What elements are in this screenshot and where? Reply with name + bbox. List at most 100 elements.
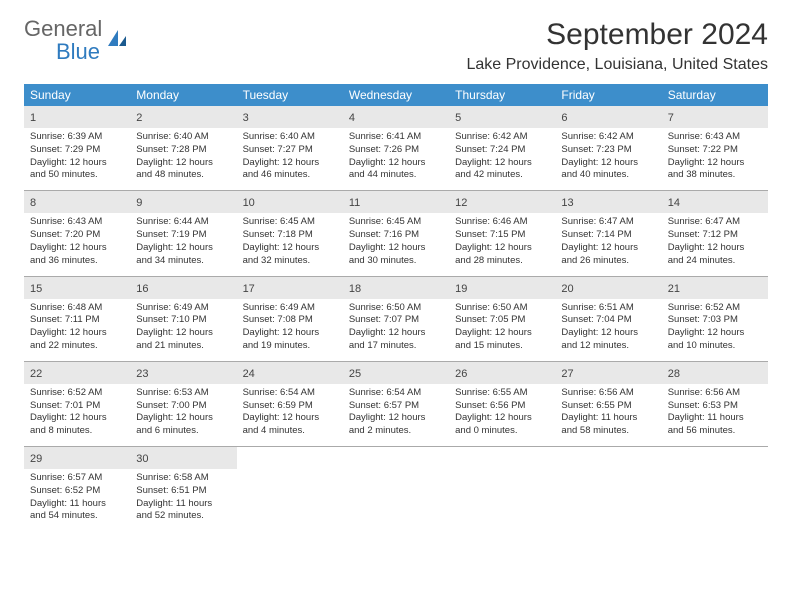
sunrise-text: Sunrise: 6:52 AM [668,302,762,315]
calendar-cell: 14Sunrise: 6:47 AMSunset: 7:12 PMDayligh… [662,191,768,275]
day-number: 1 [30,112,36,124]
calendar-cell: 5Sunrise: 6:42 AMSunset: 7:24 PMDaylight… [449,106,555,190]
sunset-text: Sunset: 7:01 PM [30,400,124,413]
day-number: 24 [243,368,255,380]
daylight-text: and 10 minutes. [668,340,762,353]
sunrise-text: Sunrise: 6:49 AM [243,302,337,315]
title-block: September 2024 Lake Providence, Louisian… [466,18,768,74]
daylight-text: and 46 minutes. [243,169,337,182]
daylight-text: Daylight: 12 hours [30,412,124,425]
day-number-row: 28 [662,362,768,384]
sunrise-text: Sunrise: 6:52 AM [30,387,124,400]
daylight-text: Daylight: 12 hours [668,242,762,255]
page-header: General Blue September 2024 Lake Provide… [24,18,768,74]
calendar-cell: 6Sunrise: 6:42 AMSunset: 7:23 PMDaylight… [555,106,661,190]
daylight-text: Daylight: 12 hours [455,327,549,340]
day-number: 16 [136,283,148,295]
sunrise-text: Sunrise: 6:51 AM [561,302,655,315]
day-number-row: 13 [555,191,661,213]
sunset-text: Sunset: 7:19 PM [136,229,230,242]
day-header: Thursday [449,84,555,106]
daylight-text: Daylight: 12 hours [243,157,337,170]
day-number: 22 [30,368,42,380]
daylight-text: and 12 minutes. [561,340,655,353]
calendar-week: 1Sunrise: 6:39 AMSunset: 7:29 PMDaylight… [24,106,768,191]
day-number: 9 [136,197,142,209]
sunset-text: Sunset: 7:28 PM [136,144,230,157]
day-number: 23 [136,368,148,380]
sunrise-text: Sunrise: 6:43 AM [668,131,762,144]
calendar-cell: 1Sunrise: 6:39 AMSunset: 7:29 PMDaylight… [24,106,130,190]
day-number-row: 26 [449,362,555,384]
daylight-text: Daylight: 12 hours [136,157,230,170]
daylight-text: and 21 minutes. [136,340,230,353]
day-number-row: 5 [449,106,555,128]
calendar-cell: 12Sunrise: 6:46 AMSunset: 7:15 PMDayligh… [449,191,555,275]
day-number: 15 [30,283,42,295]
day-number: 19 [455,283,467,295]
daylight-text: and 6 minutes. [136,425,230,438]
daylight-text: and 50 minutes. [30,169,124,182]
calendar-week: 15Sunrise: 6:48 AMSunset: 7:11 PMDayligh… [24,277,768,362]
day-number-row: 20 [555,277,661,299]
day-number-row: 29 [24,447,130,469]
calendar-cell: 27Sunrise: 6:56 AMSunset: 6:55 PMDayligh… [555,362,661,446]
calendar-cell: 19 Sunrise: 6:50 AMSunset: 7:05 PMDayligh… [449,277,555,361]
sunset-text: Sunset: 7:03 PM [668,314,762,327]
day-number-row: 23 [130,362,236,384]
calendar-cell: 13Sunrise: 6:47 AMSunset: 7:14 PMDayligh… [555,191,661,275]
day-number: 4 [349,112,355,124]
daylight-text: and 17 minutes. [349,340,443,353]
day-number-row: 14 [662,191,768,213]
logo-text-block: General Blue [24,18,102,64]
daylight-text: Daylight: 12 hours [561,327,655,340]
sunset-text: Sunset: 6:59 PM [243,400,337,413]
daylight-text: Daylight: 12 hours [243,242,337,255]
sunrise-text: Sunrise: 6:45 AM [243,216,337,229]
daylight-text: Daylight: 12 hours [30,327,124,340]
day-number-row: 22 [24,362,130,384]
daylight-text: and 19 minutes. [243,340,337,353]
day-number-row: 4 [343,106,449,128]
day-number-row: 18 [343,277,449,299]
day-number: 2 [136,112,142,124]
day-header: Wednesday [343,84,449,106]
daylight-text: and 0 minutes. [455,425,549,438]
calendar-week: 29Sunrise: 6:57 AMSunset: 6:52 PMDayligh… [24,447,768,531]
day-headers-row: Sunday Monday Tuesday Wednesday Thursday… [24,84,768,106]
daylight-text: and 32 minutes. [243,255,337,268]
day-header: Saturday [662,84,768,106]
day-number: 11 [349,197,360,209]
sunrise-text: Sunrise: 6:46 AM [455,216,549,229]
weeks-container: 1Sunrise: 6:39 AMSunset: 7:29 PMDaylight… [24,106,768,531]
sunset-text: Sunset: 7:18 PM [243,229,337,242]
daylight-text: and 54 minutes. [30,510,124,523]
sunrise-text: Sunrise: 6:48 AM [30,302,124,315]
day-number-row: 3 [237,106,343,128]
daylight-text: Daylight: 11 hours [30,498,124,511]
daylight-text: Daylight: 12 hours [349,157,443,170]
daylight-text: Daylight: 12 hours [243,412,337,425]
daylight-text: Daylight: 12 hours [136,327,230,340]
calendar-week: 8Sunrise: 6:43 AMSunset: 7:20 PMDaylight… [24,191,768,276]
calendar-cell-empty [662,447,768,531]
logo-text-blue: Blue [56,39,100,64]
sunrise-text: Sunrise: 6:50 AM [455,302,549,315]
day-number-row: 6 [555,106,661,128]
sunrise-text: Sunrise: 6:53 AM [136,387,230,400]
calendar-cell: 2Sunrise: 6:40 AMSunset: 7:28 PMDaylight… [130,106,236,190]
sunset-text: Sunset: 7:05 PM [455,314,549,327]
day-number: 7 [668,112,674,124]
daylight-text: and 15 minutes. [455,340,549,353]
day-number-row: 1 [24,106,130,128]
sunrise-text: Sunrise: 6:43 AM [30,216,124,229]
day-number-row: 30 [130,447,236,469]
day-number-row: 25 [343,362,449,384]
sunrise-text: Sunrise: 6:40 AM [243,131,337,144]
logo: General Blue [24,18,128,64]
calendar-cell: 11Sunrise: 6:45 AMSunset: 7:16 PMDayligh… [343,191,449,275]
calendar-cell: 17Sunrise: 6:49 AMSunset: 7:08 PMDayligh… [237,277,343,361]
sunset-text: Sunset: 7:14 PM [561,229,655,242]
sunset-text: Sunset: 6:53 PM [668,400,762,413]
day-number-row: 17 [237,277,343,299]
